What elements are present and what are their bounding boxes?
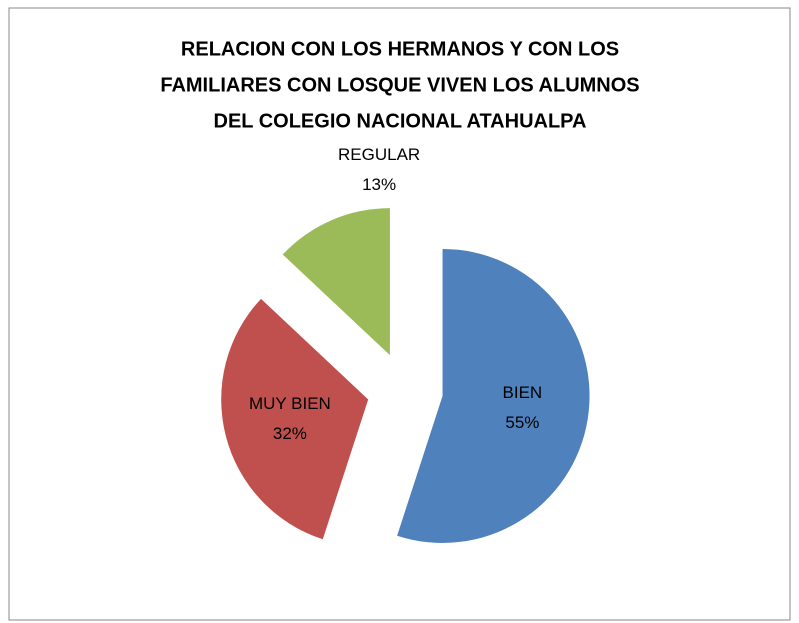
slice-label: MUY BIEN [249,394,331,413]
pie-slice [282,208,390,356]
pie-slice [397,248,590,543]
slice-value-label: 32% [273,424,307,443]
slice-label: REGULAR [338,145,420,164]
slice-label: BIEN [503,383,543,402]
slice-value-label: 13% [362,175,396,194]
chart-title: FAMILIARES CON LOSQUE VIVEN LOS ALUMNOS [160,74,639,96]
chart-title: DEL COLEGIO NACIONAL ATAHUALPA [214,110,587,132]
pie-slice [221,298,369,540]
slice-value-label: 55% [505,413,539,432]
chart-title: RELACION CON LOS HERMANOS Y CON LOS [181,38,619,60]
chart-border [8,7,791,621]
